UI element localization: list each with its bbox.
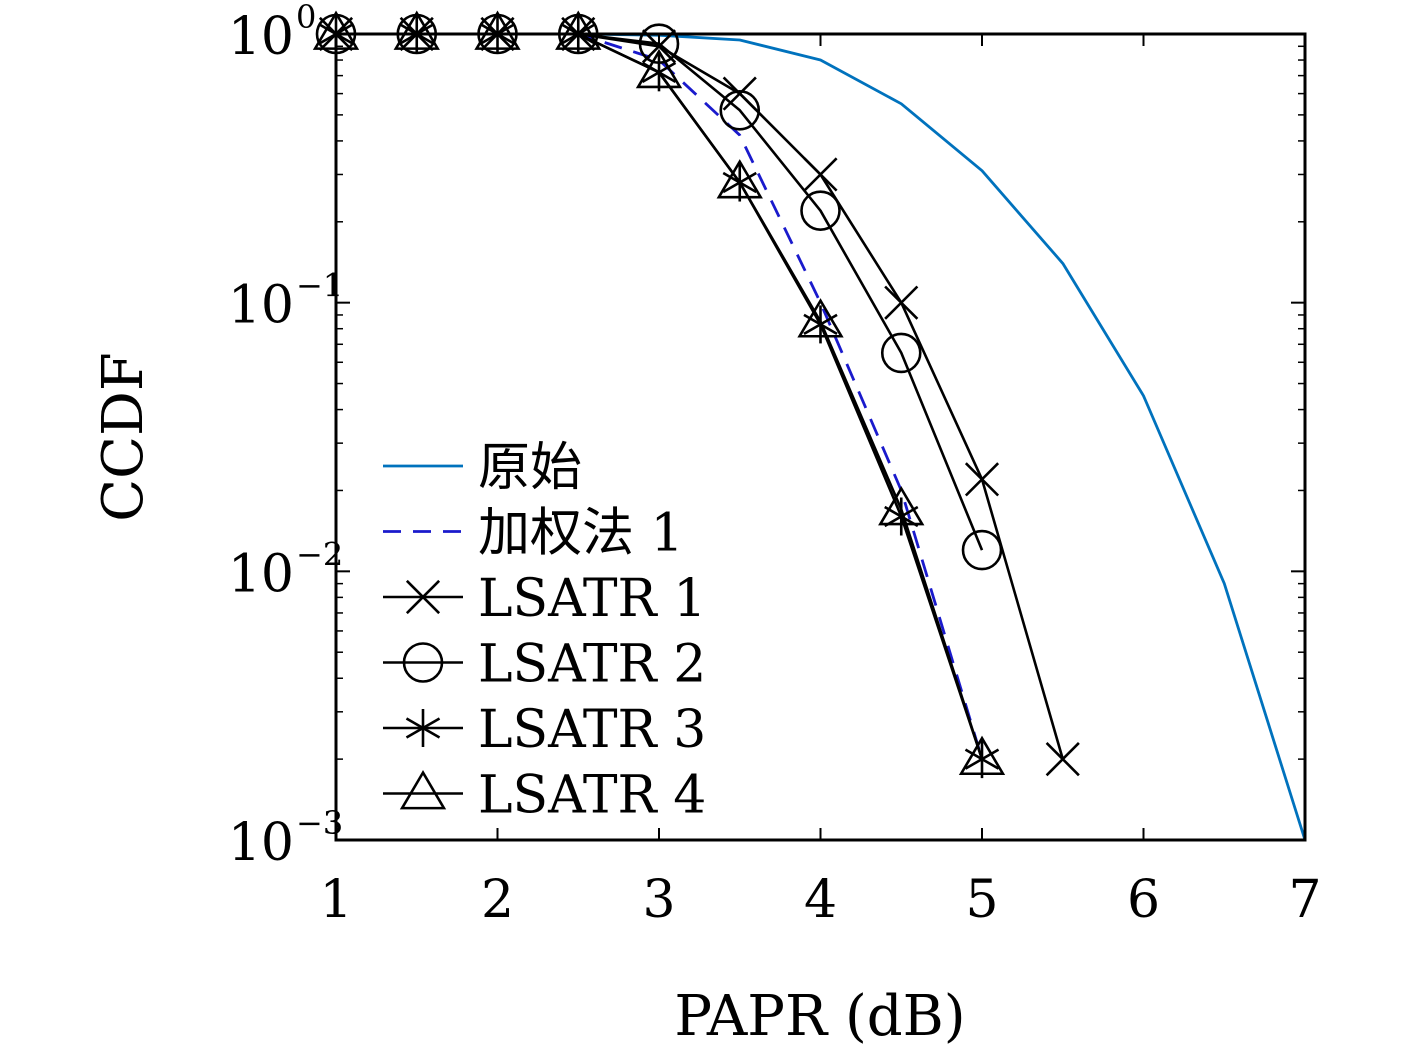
x-marker	[966, 463, 998, 495]
x-marker	[885, 287, 917, 319]
legend-item: LSATR 1	[383, 569, 706, 629]
legend-item: 原始	[383, 438, 582, 498]
x-tick-label: 6	[1127, 870, 1160, 930]
y-tick-exponent: 0	[296, 0, 316, 36]
y-tick-label: 10	[228, 7, 294, 67]
legend-item: LSATR 2	[383, 635, 706, 695]
x-marker	[804, 158, 836, 190]
y-tick-label: 10	[228, 544, 294, 604]
x-axis-label: PAPR (dB)	[674, 984, 965, 1049]
x-tick-label: 5	[965, 870, 998, 930]
y-tick-exponent: −2	[296, 535, 343, 573]
legend-label: LSATR 1	[478, 569, 706, 629]
triangle-marker	[402, 773, 444, 809]
x-tick-label: 1	[319, 870, 352, 930]
x-tick-label: 3	[642, 870, 675, 930]
x-marker	[1047, 743, 1079, 775]
y-axis-label: CCDF	[91, 352, 156, 521]
x-tick-label: 4	[804, 870, 837, 930]
legend-label: LSATR 2	[478, 635, 706, 695]
y-tick-exponent: −3	[296, 804, 343, 842]
legend-item: LSATR 3	[383, 700, 706, 760]
legend-item: LSATR 4	[383, 766, 706, 826]
legend-label: 加权法 1	[478, 504, 684, 564]
legend-label: LSATR 4	[478, 766, 706, 826]
legend-label: LSATR 3	[478, 700, 706, 760]
x-tick-label: 2	[481, 870, 514, 930]
x-tick-label: 7	[1288, 870, 1321, 930]
legend-item: 加权法 1	[383, 504, 684, 564]
legend-label: 原始	[478, 438, 582, 498]
y-tick-label: 10	[228, 813, 294, 873]
y-tick-exponent: −1	[296, 267, 343, 305]
ccdf-chart: 1 2 3 4 5 6 710010−110−210−3 原始加权法 1LSATR 1LSA…	[0, 0, 1417, 1058]
y-tick-label: 10	[228, 276, 294, 336]
asterisk-marker	[885, 497, 918, 535]
series-layer	[315, 13, 1305, 840]
